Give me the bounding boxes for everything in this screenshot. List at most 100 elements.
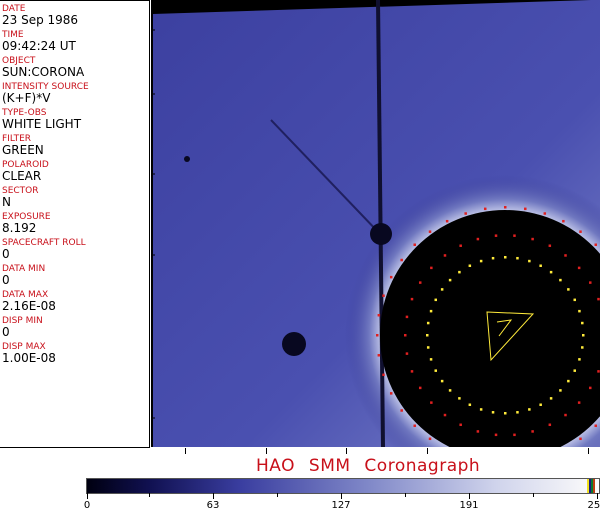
field-filter: FILTER GREEN (0, 134, 149, 157)
colorbar-tick-label: 255 (587, 500, 600, 511)
field-value: SUN:CORONA (2, 65, 85, 79)
grid-dot (559, 389, 562, 392)
grid-dot (418, 281, 422, 284)
field-data-min: DATA MIN 0 (0, 264, 149, 287)
grid-dot (448, 278, 452, 282)
grid-dot (479, 408, 483, 411)
field-value: GREEN (2, 143, 44, 157)
grid-dot (458, 397, 461, 400)
grid-dot (426, 346, 430, 349)
grid-dot (413, 243, 416, 246)
field-label: DISP MAX (2, 342, 46, 352)
colorbar-tick-label: 63 (206, 500, 220, 511)
field-object: OBJECT SUN:CORONA (0, 56, 149, 79)
field-value: 2.16E-08 (2, 299, 56, 313)
grid-dot (531, 430, 534, 433)
field-value: CLEAR (2, 169, 42, 183)
colorbar-tick (341, 493, 342, 499)
field-label: OBJECT (2, 56, 36, 66)
field-value: 0 (2, 247, 10, 261)
grid-dot (539, 403, 542, 406)
grid-dot (578, 358, 581, 361)
field-intensity-source: INTENSITY SOURCE (K+F)*V (0, 82, 149, 105)
grid-dot (577, 401, 581, 404)
grid-dot (389, 392, 393, 395)
grid-dot (494, 234, 498, 237)
grid-dot (448, 389, 452, 392)
field-exposure: EXPOSURE 8.192 (0, 212, 149, 235)
field-label: SPACECRAFT ROLL (2, 238, 86, 248)
grid-dot (504, 412, 507, 415)
sector-marker (486, 311, 535, 362)
field-date: DATE 23 Sep 1986 (0, 4, 149, 27)
grid-dot (404, 334, 407, 337)
colorbar-minor-tick (277, 493, 278, 497)
field-value: N (2, 195, 11, 209)
grid-dot (468, 264, 472, 268)
grid-dot (564, 413, 567, 417)
field-time: TIME 09:42:24 UT (0, 30, 149, 53)
grid-dot (573, 369, 576, 372)
grid-dot (468, 403, 472, 406)
grid-dot (573, 298, 576, 302)
chart-title: HAO SMM Coronagraph (256, 456, 481, 476)
colorbar-tick-label: 127 (331, 500, 351, 511)
field-value: 0 (2, 273, 10, 287)
color-bar (86, 478, 600, 494)
grid-dot (513, 433, 516, 437)
field-value: 1.00E-08 (2, 351, 56, 365)
grid-dot (410, 370, 414, 373)
grid-dot (405, 315, 409, 319)
colorbar-tick-label: 191 (459, 500, 479, 511)
colorbar-tick (469, 493, 470, 499)
grid-dot (491, 411, 495, 414)
grid-dot (476, 430, 480, 433)
field-value: 09:42:24 UT (2, 39, 76, 53)
field-label: DATA MAX (2, 290, 49, 300)
field-label: DATA MIN (2, 264, 46, 274)
grid-dot (516, 411, 519, 414)
grid-dot (440, 379, 444, 383)
grid-dot (426, 334, 429, 337)
grid-dot (594, 243, 598, 246)
grid-dot (434, 369, 438, 372)
grid-dot (564, 254, 567, 257)
field-spacecraft-roll: SPACECRAFT ROLL 0 (0, 238, 149, 261)
grid-dot (491, 256, 495, 260)
field-value: 8.192 (2, 221, 37, 235)
grid-dot (440, 288, 444, 291)
grid-dot (597, 297, 600, 301)
grid-dot (579, 437, 582, 441)
grid-dot (504, 206, 507, 209)
grid-dot (528, 259, 531, 263)
grid-dot (543, 212, 547, 215)
field-disp-max: DISP MAX 1.00E-08 (0, 342, 149, 365)
grid-dot (428, 437, 432, 441)
field-label: DISP MIN (2, 316, 43, 326)
grid-dot (443, 413, 447, 417)
grid-dot (577, 266, 581, 270)
colorbar-tick (597, 493, 598, 499)
grid-dot (458, 270, 461, 274)
colorbar-tick (213, 493, 214, 499)
grid-dot (389, 275, 393, 279)
grid-dot (548, 244, 552, 247)
grid-dot (516, 256, 519, 260)
colorbar-tick-label: 0 (83, 500, 91, 511)
grid-dot (559, 278, 562, 282)
grid-dot (531, 237, 534, 241)
grid-dot (476, 237, 480, 241)
field-label: EXPOSURE (2, 212, 51, 222)
grid-dot (434, 298, 438, 302)
metadata-panel: DATE 23 Sep 1986 TIME 09:42:24 UT OBJECT SUN:… (0, 0, 150, 448)
grid-dot (579, 230, 582, 233)
grid-dot (443, 254, 447, 257)
grid-dot (494, 433, 498, 437)
grid-dot (459, 423, 462, 427)
field-label: DATE (2, 4, 26, 14)
occulting-disk (380, 210, 600, 447)
grid-dot (464, 212, 467, 215)
grid-dot (376, 334, 379, 337)
grid-dot (548, 423, 552, 427)
colorbar-minor-tick (149, 493, 150, 497)
